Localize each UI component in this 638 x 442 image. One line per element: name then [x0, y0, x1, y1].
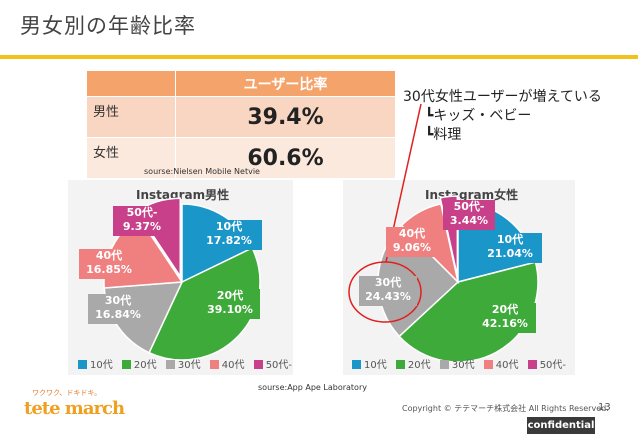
- pie-label-text: 50代-: [453, 200, 485, 213]
- pie-label-text: 20代: [216, 289, 244, 302]
- legend-label: 40代: [221, 360, 245, 371]
- pie-label-value: 16.85%: [86, 263, 132, 276]
- pie-label-text: 10代: [496, 233, 524, 246]
- row-label-male: 男性: [86, 96, 176, 138]
- pie-label-female-30: 30代 24.43%: [359, 276, 417, 306]
- legend-swatch: [165, 360, 175, 369]
- row-value-female: 60.6%: [175, 137, 396, 179]
- logo-tagline: ワクワク、ドキドキ。: [32, 389, 102, 397]
- pie-label-value: 42.16%: [482, 317, 528, 330]
- table-header-label: ユーザー比率: [175, 70, 396, 97]
- legend-label: 20代: [133, 360, 157, 371]
- pie-label-text: 30代: [374, 276, 402, 289]
- page-number: 13: [598, 402, 611, 413]
- charts-source: sourse:App Ape Laboratory: [258, 383, 367, 392]
- legend-label: 50代-: [265, 360, 293, 371]
- logo-name: tete march: [24, 398, 125, 419]
- pie-label-value: 17.82%: [206, 234, 252, 247]
- legend-swatch: [352, 360, 361, 369]
- pie-label-male-20: 20代 39.10%: [200, 289, 260, 319]
- legend-label: 30代: [451, 360, 475, 371]
- highlight-circle: [348, 261, 422, 323]
- company-logo: ワクワク、ドキドキ。 tete march: [24, 388, 125, 419]
- confidential-badge: confidential: [527, 417, 595, 434]
- pie-label-value: 24.43%: [365, 290, 411, 303]
- row-label-female: 女性: [86, 137, 176, 179]
- table-source: sourse:Nielsen Mobile Netvie: [144, 167, 260, 176]
- pie-label-male-10: 10代 17.82%: [196, 220, 262, 250]
- female-slice-20代: [398, 261, 539, 363]
- legend-label: 50代-: [539, 360, 567, 371]
- table-header-empty: [86, 70, 176, 97]
- pie-label-male-50: 50代- 9.37%: [113, 206, 171, 236]
- legend-swatch: [209, 360, 219, 369]
- pie-label-text: 20代: [491, 303, 519, 316]
- pie-label-value: 16.84%: [95, 308, 141, 321]
- pie-label-value: 9.37%: [122, 220, 162, 233]
- pie-label-value: 9.06%: [392, 241, 432, 254]
- pie-label-text: 50代-: [126, 206, 158, 219]
- pie-label-male-30: 30代 16.84%: [88, 294, 148, 324]
- pie-label-male-40: 40代 16.85%: [79, 249, 139, 279]
- callout-main: 30代女性ユーザーが増えている: [403, 89, 602, 105]
- legend-swatch: [439, 360, 449, 369]
- pie-label-female-20: 20代 42.16%: [474, 303, 536, 333]
- pie-label-text: 40代: [398, 227, 426, 240]
- pie-label-value: 21.04%: [487, 247, 533, 260]
- legend-label: 10代: [90, 360, 113, 371]
- legend-swatch: [253, 360, 263, 369]
- legend-female: 10代 20代 30代 40代 50代-: [346, 356, 566, 371]
- pie-label-text: 10代: [215, 220, 243, 233]
- title-underline: [0, 55, 638, 59]
- pie-label-value: 39.10%: [207, 303, 253, 316]
- table-row: 女性 60.6%: [86, 137, 396, 179]
- callout: 30代女性ユーザーが増えている ┗キッズ・ベビー ┗料理: [403, 88, 602, 145]
- callout-sub-cooking: ┗料理: [425, 127, 462, 143]
- legend-label: 10代: [364, 360, 387, 371]
- pie-label-female-50: 50代- 3.44%: [443, 200, 495, 230]
- legend-swatch: [121, 360, 131, 369]
- copyright-text: Copyright © テテマーチ株式会社 All Rights Reserve…: [402, 404, 609, 413]
- ratio-table: ユーザー比率 男性 39.4% 女性 60.6%: [86, 70, 396, 179]
- legend-male: 10代 20代 30代 40代 50代-: [72, 356, 292, 371]
- row-value-male: 39.4%: [175, 96, 396, 138]
- legend-swatch: [395, 360, 405, 369]
- legend-label: 20代: [407, 360, 431, 371]
- legend-label: 40代: [495, 360, 519, 371]
- legend-swatch: [483, 360, 493, 369]
- pie-label-female-40: 40代 9.06%: [386, 227, 438, 257]
- table-row: 男性 39.4%: [86, 96, 396, 138]
- chart-title-male: Instagram男性: [136, 188, 230, 202]
- legend-label: 30代: [177, 360, 201, 371]
- legend-swatch: [78, 360, 87, 369]
- page-title: 男女別の年齢比率: [20, 14, 196, 38]
- pie-label-text: 30代: [104, 294, 132, 307]
- pie-label-value: 3.44%: [449, 214, 489, 227]
- pie-label-female-10: 10代 21.04%: [478, 233, 542, 263]
- pie-label-text: 40代: [95, 249, 123, 262]
- callout-sub-kids: ┗キッズ・ベビー: [425, 108, 532, 124]
- legend-swatch: [527, 360, 537, 369]
